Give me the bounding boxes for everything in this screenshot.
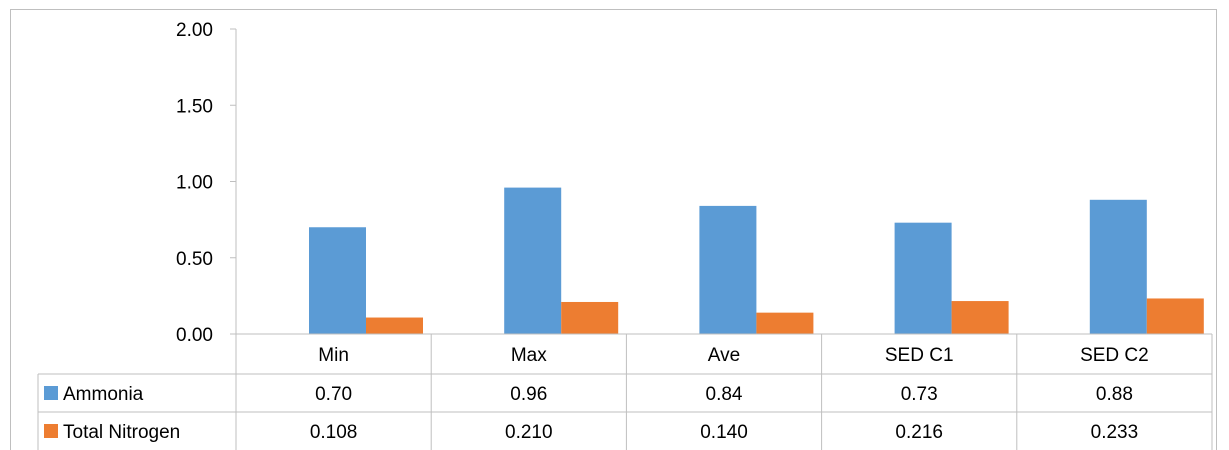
bar-ammonia-min (309, 227, 366, 334)
y-tick-label: 0.00 (176, 325, 213, 346)
legend-key (44, 424, 58, 438)
y-tick-label: 1.50 (176, 96, 213, 117)
bar-total-nitrogen-sed-c2 (1146, 298, 1204, 334)
table-value: 0.73 (901, 384, 938, 405)
table-value: 0.216 (895, 422, 943, 443)
category-label: SED C2 (1080, 345, 1149, 366)
table-value: 0.88 (1096, 384, 1133, 405)
legend-key (44, 386, 58, 400)
category-label: SED C1 (885, 345, 954, 366)
table-value: 0.108 (310, 422, 358, 443)
table-value: 0.96 (510, 384, 547, 405)
table-value: 0.210 (505, 422, 553, 443)
y-tick-label: 0.50 (176, 249, 213, 270)
category-label: Max (511, 345, 547, 366)
bar-total-nitrogen-sed-c1 (951, 301, 1009, 334)
table-value: 0.70 (315, 384, 352, 405)
series-name: Ammonia (63, 384, 144, 405)
series-name: Total Nitrogen (63, 422, 180, 443)
chart-frame (10, 9, 1217, 450)
category-label: Min (318, 345, 349, 366)
bar-total-nitrogen-max (561, 301, 619, 334)
bar-ammonia-max (504, 187, 562, 334)
bar-total-nitrogen-ave (756, 312, 814, 334)
category-label: Ave (708, 345, 740, 366)
y-tick-label: 2.00 (176, 20, 213, 41)
data-table: Min Max Ave SED C1 SED C2 Ammonia 0.70 0.96 0.84… (37, 333, 1213, 450)
y-axis-ticks: 0.00 0.50 1.00 1.50 2.00 (176, 20, 236, 346)
bar-ammonia-sed-c1 (894, 222, 952, 334)
table-value: 0.233 (1091, 422, 1139, 443)
table-value: 0.84 (706, 384, 743, 405)
bar-ammonia-ave (699, 205, 757, 334)
bar-ammonia-sed-c2 (1089, 199, 1147, 334)
y-tick-label: 1.00 (176, 173, 213, 194)
bar-total-nitrogen-min (366, 317, 423, 334)
table-value: 0.140 (700, 422, 748, 443)
bars (309, 187, 1204, 334)
